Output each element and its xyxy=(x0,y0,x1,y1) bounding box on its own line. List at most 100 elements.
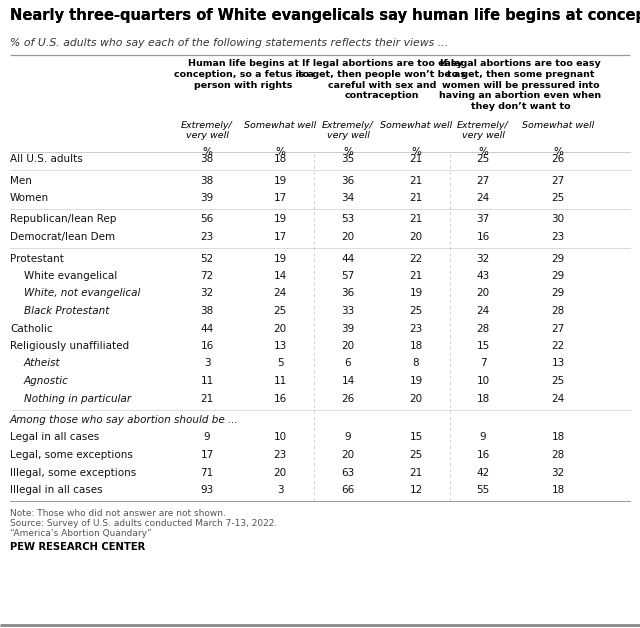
Text: 44: 44 xyxy=(341,254,355,264)
Text: 9: 9 xyxy=(204,433,211,443)
Text: Somewhat well: Somewhat well xyxy=(380,121,452,130)
Text: 26: 26 xyxy=(552,154,564,164)
Text: 27: 27 xyxy=(476,175,490,185)
Text: 21: 21 xyxy=(410,154,422,164)
Text: Somewhat well: Somewhat well xyxy=(244,121,316,130)
Text: 20: 20 xyxy=(341,450,355,460)
Text: 56: 56 xyxy=(200,215,214,224)
Text: 20: 20 xyxy=(341,341,355,351)
Text: 16: 16 xyxy=(273,394,287,404)
Text: 57: 57 xyxy=(341,271,355,281)
Text: Extremely/
very well: Extremely/ very well xyxy=(181,121,233,141)
Text: Nearly three-quarters of White evangelicals say human life begins at conception: Nearly three-quarters of White evangelic… xyxy=(10,8,640,23)
Text: 21: 21 xyxy=(410,193,422,203)
Text: Republican/lean Rep: Republican/lean Rep xyxy=(10,215,116,224)
Text: Catholic: Catholic xyxy=(10,323,52,333)
Text: Source: Survey of U.S. adults conducted March 7-13, 2022.: Source: Survey of U.S. adults conducted … xyxy=(10,519,277,528)
Text: 7: 7 xyxy=(480,359,486,369)
Text: 12: 12 xyxy=(410,485,422,495)
Text: 25: 25 xyxy=(476,154,490,164)
Text: Note: Those who did not answer are not shown.: Note: Those who did not answer are not s… xyxy=(10,509,226,517)
Text: 39: 39 xyxy=(341,323,355,333)
Text: Nothing in particular: Nothing in particular xyxy=(24,394,131,404)
Text: 21: 21 xyxy=(410,271,422,281)
Text: 19: 19 xyxy=(410,288,422,298)
Text: 43: 43 xyxy=(476,271,490,281)
Text: 20: 20 xyxy=(341,232,355,242)
Text: 33: 33 xyxy=(341,306,355,316)
Text: 24: 24 xyxy=(476,306,490,316)
Text: Atheist: Atheist xyxy=(24,359,61,369)
Text: 21: 21 xyxy=(410,215,422,224)
Text: %: % xyxy=(411,147,421,157)
Text: %: % xyxy=(343,147,353,157)
Text: 37: 37 xyxy=(476,215,490,224)
Text: 17: 17 xyxy=(273,232,287,242)
Text: Extremely/
very well: Extremely/ very well xyxy=(457,121,509,141)
Text: 20: 20 xyxy=(410,394,422,404)
Text: 24: 24 xyxy=(552,394,564,404)
Text: 9: 9 xyxy=(345,433,351,443)
Text: 22: 22 xyxy=(410,254,422,264)
Text: Democrat/lean Dem: Democrat/lean Dem xyxy=(10,232,115,242)
Text: 27: 27 xyxy=(552,323,564,333)
Text: 44: 44 xyxy=(200,323,214,333)
Text: 16: 16 xyxy=(476,450,490,460)
Text: 19: 19 xyxy=(410,376,422,386)
Text: 28: 28 xyxy=(552,306,564,316)
Text: Illegal, some exceptions: Illegal, some exceptions xyxy=(10,467,136,477)
Text: 25: 25 xyxy=(410,450,422,460)
Text: Black Protestant: Black Protestant xyxy=(24,306,109,316)
Text: All U.S. adults: All U.S. adults xyxy=(10,154,83,164)
Text: 24: 24 xyxy=(273,288,287,298)
Text: 18: 18 xyxy=(273,154,287,164)
Text: 10: 10 xyxy=(273,433,287,443)
Text: Somewhat well: Somewhat well xyxy=(522,121,594,130)
Text: Nearly three-quarters of White evangelicals say human life begins at conception: Nearly three-quarters of White evangelic… xyxy=(10,8,640,23)
Text: 11: 11 xyxy=(273,376,287,386)
Text: 26: 26 xyxy=(341,394,355,404)
Text: 23: 23 xyxy=(200,232,214,242)
Text: 39: 39 xyxy=(200,193,214,203)
Text: 10: 10 xyxy=(476,376,490,386)
Text: 93: 93 xyxy=(200,485,214,495)
Text: 20: 20 xyxy=(476,288,490,298)
Text: Extremely/
very well: Extremely/ very well xyxy=(322,121,374,141)
Text: 36: 36 xyxy=(341,175,355,185)
Text: 25: 25 xyxy=(552,376,564,386)
Text: 32: 32 xyxy=(476,254,490,264)
Text: 16: 16 xyxy=(476,232,490,242)
Text: Legal, some exceptions: Legal, some exceptions xyxy=(10,450,133,460)
Text: Religiously unaffiliated: Religiously unaffiliated xyxy=(10,341,129,351)
Text: % of U.S. adults who say each of the following statements reflects their views .: % of U.S. adults who say each of the fol… xyxy=(10,38,448,48)
Text: White, not evangelical: White, not evangelical xyxy=(24,288,140,298)
Text: 19: 19 xyxy=(273,215,287,224)
Text: 32: 32 xyxy=(200,288,214,298)
Text: 25: 25 xyxy=(410,306,422,316)
Text: 5: 5 xyxy=(276,359,284,369)
Text: %: % xyxy=(275,147,285,157)
Text: 21: 21 xyxy=(410,467,422,477)
Text: Illegal in all cases: Illegal in all cases xyxy=(10,485,102,495)
Text: 17: 17 xyxy=(200,450,214,460)
Text: 13: 13 xyxy=(552,359,564,369)
Text: 15: 15 xyxy=(410,433,422,443)
Text: 21: 21 xyxy=(200,394,214,404)
Text: 21: 21 xyxy=(410,175,422,185)
Text: 19: 19 xyxy=(273,175,287,185)
Text: 38: 38 xyxy=(200,154,214,164)
Text: White evangelical: White evangelical xyxy=(24,271,117,281)
Text: 14: 14 xyxy=(341,376,355,386)
Text: 52: 52 xyxy=(200,254,214,264)
Text: PEW RESEARCH CENTER: PEW RESEARCH CENTER xyxy=(10,543,145,553)
Text: Legal in all cases: Legal in all cases xyxy=(10,433,99,443)
Text: %: % xyxy=(553,147,563,157)
Text: 18: 18 xyxy=(552,433,564,443)
Text: 28: 28 xyxy=(552,450,564,460)
Text: 34: 34 xyxy=(341,193,355,203)
Text: 32: 32 xyxy=(552,467,564,477)
Text: 25: 25 xyxy=(552,193,564,203)
Text: 20: 20 xyxy=(410,232,422,242)
Text: 25: 25 xyxy=(273,306,287,316)
Text: 14: 14 xyxy=(273,271,287,281)
